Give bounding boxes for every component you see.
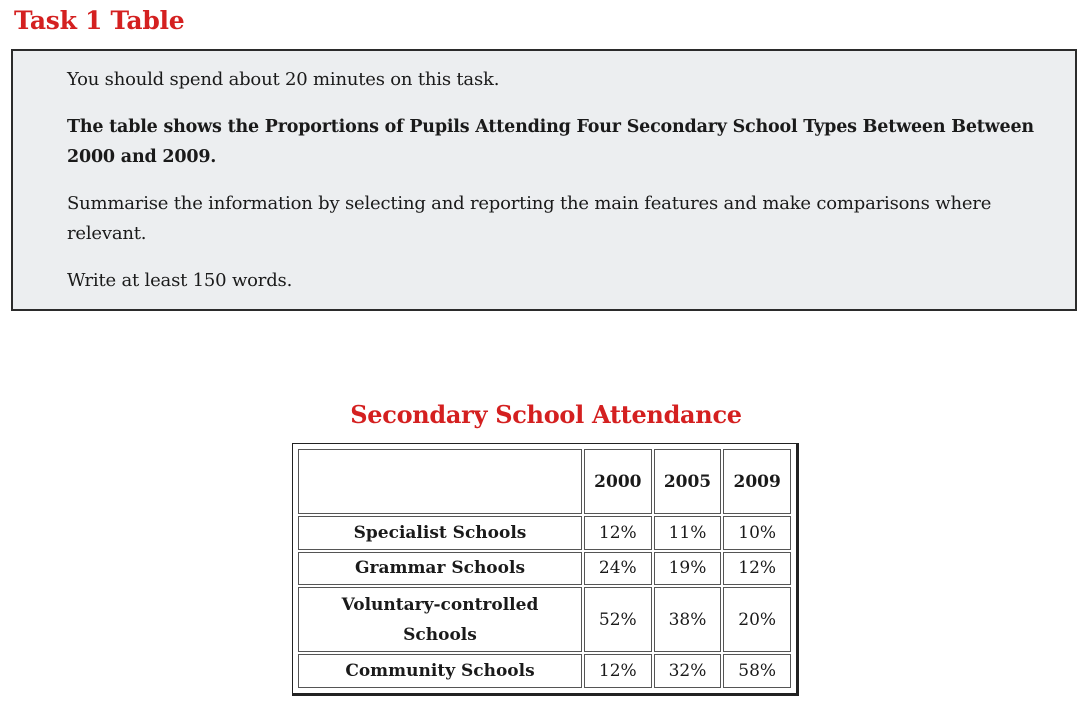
column-header: 2009 xyxy=(723,449,791,515)
task-prompt: The table shows the Proportions of Pupil… xyxy=(67,117,1034,167)
table-cell: 38% xyxy=(653,587,722,653)
instruction-time: You should spend about 20 minutes on thi… xyxy=(67,69,500,90)
table-cell: 20% xyxy=(723,587,791,653)
row-label: Grammar Schools xyxy=(298,551,582,586)
table-row: Community Schools 12% 32% 58% xyxy=(298,654,791,688)
column-header: 2005 xyxy=(653,449,722,515)
task-instructions-box: You should spend about 20 minutes on thi… xyxy=(11,49,1077,311)
table-cell: 12% xyxy=(723,551,791,586)
table-row: Grammar Schools 24% 19% 12% xyxy=(298,551,791,586)
column-header: 2000 xyxy=(584,449,652,515)
table-row: Specialist Schools 12% 11% 10% xyxy=(298,516,791,550)
table-title: Secondary School Attendance xyxy=(350,400,742,429)
attendance-table: 2000 2005 2009 Specialist Schools 12% 11… xyxy=(296,447,793,690)
table-cell: 12% xyxy=(584,516,652,550)
table-cell: 52% xyxy=(584,587,652,653)
table-corner-cell xyxy=(298,449,582,515)
table-cell: 58% xyxy=(723,654,791,688)
page-title: Task 1 Table xyxy=(14,6,185,35)
table-cell: 24% xyxy=(584,551,652,586)
table-cell: 19% xyxy=(653,551,722,586)
row-label: Voluntary-controlled Schools xyxy=(298,587,582,653)
table-cell: 32% xyxy=(653,654,722,688)
row-label: Specialist Schools xyxy=(298,516,582,550)
attendance-table-frame: 2000 2005 2009 Specialist Schools 12% 11… xyxy=(292,443,799,696)
row-label: Community Schools xyxy=(298,654,582,688)
summary-instruction: Summarise the information by selecting a… xyxy=(67,193,992,244)
table-cell: 12% xyxy=(584,654,652,688)
table-row: Voluntary-controlled Schools 52% 38% 20% xyxy=(298,587,791,653)
table-cell: 10% xyxy=(723,516,791,550)
word-count-instruction: Write at least 150 words. xyxy=(67,270,293,291)
table-cell: 11% xyxy=(653,516,722,550)
table-header-row: 2000 2005 2009 xyxy=(298,449,791,515)
